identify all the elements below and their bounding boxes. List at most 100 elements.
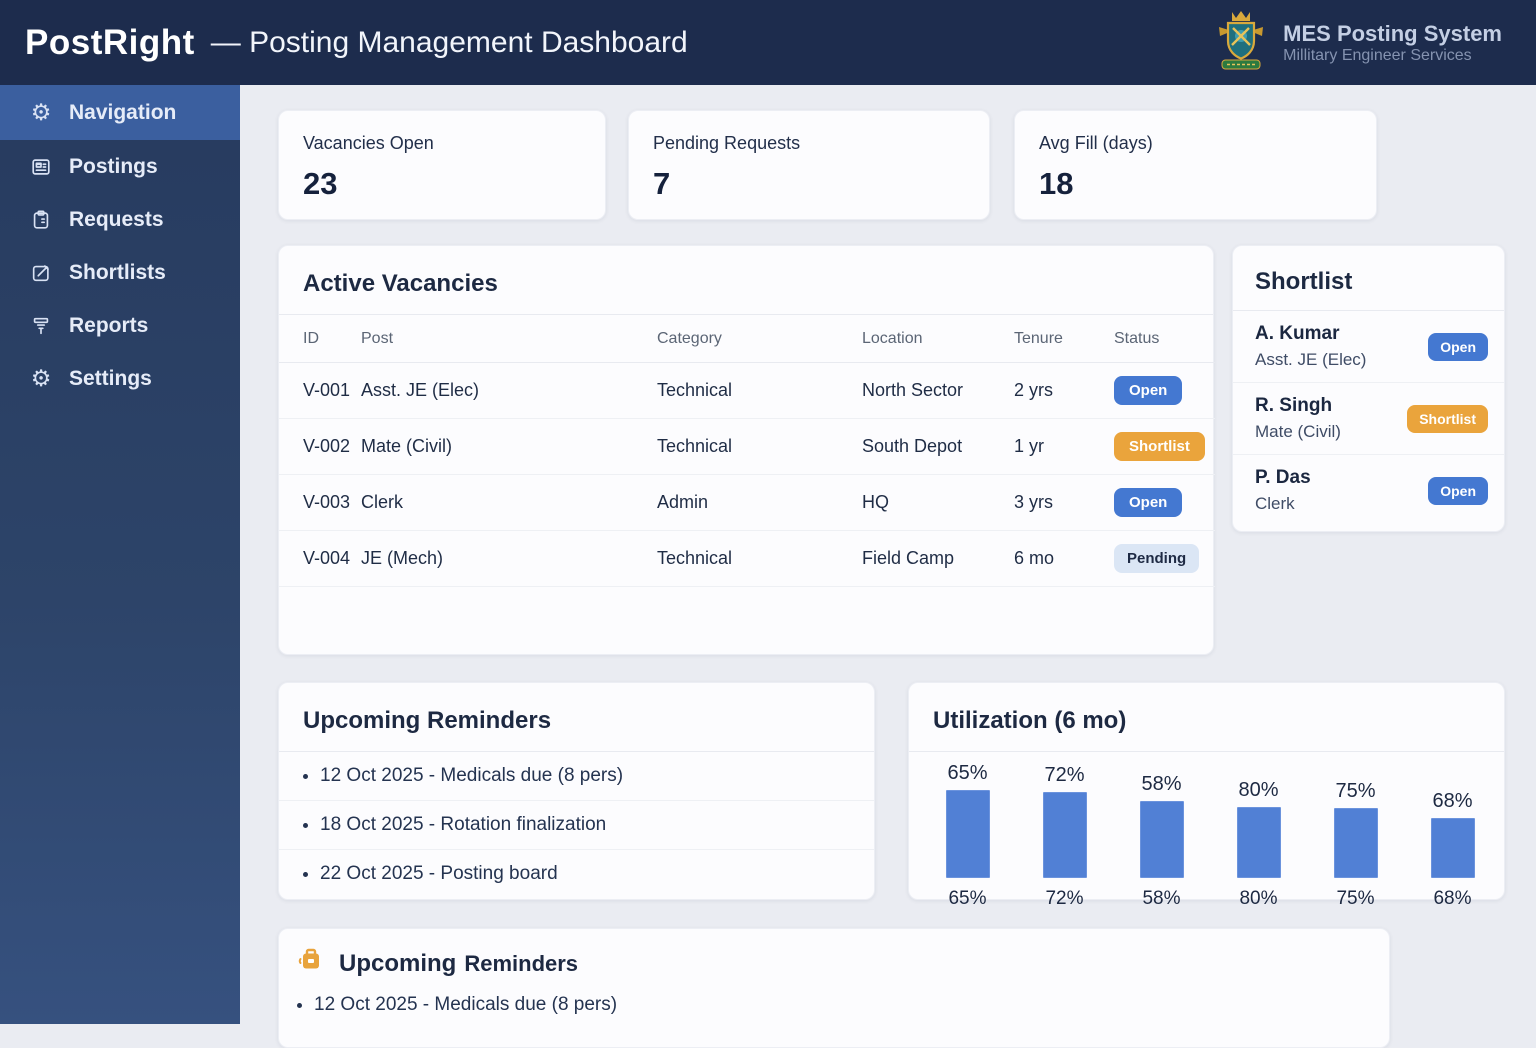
org-subtitle: Millitary Engineer Services [1283, 47, 1472, 65]
stats-row: Vacancies Open 23 Pending Requests 7 Avg… [278, 110, 1536, 220]
stat-value: 18 [1039, 166, 1074, 201]
utilization-bar [945, 790, 990, 878]
reminder-text: 12 Oct 2025 - Medicals due (8 pers) [314, 994, 618, 1015]
cell-tenure: 1 yr [1014, 418, 1114, 475]
shortlist-entry[interactable]: P. Das Clerk Open [1233, 455, 1504, 526]
pencil-square-icon [28, 262, 54, 284]
cell-post: Clerk [361, 474, 657, 531]
status-badge: Pending [1114, 544, 1200, 573]
bar-group: 58% 58% [1113, 760, 1210, 910]
clipboard-icon [28, 209, 54, 231]
sidebar-item-label: Requests [69, 207, 164, 231]
cell-id: V-003 [279, 474, 361, 531]
candidate-role: Clerk [1255, 494, 1295, 513]
candidate-name: R. Singh [1255, 395, 1333, 416]
utilization-bar [1236, 807, 1281, 878]
bar-axis-label: 80% [1239, 888, 1278, 909]
col-header-status: Status [1114, 315, 1215, 363]
document-icon [28, 156, 54, 178]
cell-id: V-004 [279, 530, 361, 587]
sidebar-item-navigation[interactable]: ⚙ Navigation [0, 85, 240, 140]
cell-category: Technical [657, 418, 862, 475]
stat-label: Vacancies Open [303, 133, 434, 153]
utilization-bar [1042, 792, 1087, 878]
cell-tenure: 3 yrs [1014, 474, 1114, 531]
gear-icon: ⚙ [30, 365, 52, 391]
cell-category: Technical [657, 530, 862, 587]
bar-value-label: 80% [1238, 779, 1279, 801]
sidebar-item-requests[interactable]: Requests [0, 193, 240, 246]
table-row[interactable]: V-001 Asst. JE (Elec) Technical North Se… [279, 362, 1215, 419]
table-row[interactable]: V-002 Mate (Civil) Technical South Depot… [279, 418, 1215, 475]
bar-group: 72% 72% [1016, 760, 1113, 910]
shortlist-button[interactable]: Shortlist [1407, 404, 1488, 433]
shortlist-entry[interactable]: R. Singh Mate (Civil) Shortlist [1233, 383, 1504, 455]
page-title: — Posting Management Dashboard [210, 25, 688, 59]
bar-value-label: 75% [1335, 780, 1376, 802]
active-vacancies-card: Active Vacancies ID Post Category Locati… [278, 245, 1215, 655]
sidebar-item-postings[interactable]: Postings [0, 140, 240, 193]
divider [279, 314, 1213, 315]
cell-tenure: 2 yrs [1014, 362, 1114, 419]
bar-group: 80% 80% [1210, 760, 1307, 910]
list-item: 12 Oct 2025 - Medicals due (8 pers) [279, 752, 874, 801]
list-item: 18 Oct 2025 - Rotation finalization [279, 801, 874, 850]
cell-post: Mate (Civil) [361, 418, 657, 475]
open-button[interactable]: Open [1428, 332, 1488, 361]
org-name: MES Posting System [1283, 20, 1502, 46]
col-header-post: Post [361, 315, 657, 363]
main-content: Vacancies Open 23 Pending Requests 7 Avg… [240, 85, 1536, 1048]
sidebar-item-reports[interactable]: Reports [0, 299, 240, 352]
cell-category: Admin [657, 474, 862, 531]
col-header-location: Location [862, 315, 1014, 363]
utilization-bar [1430, 818, 1475, 878]
sidebar-item-label: Settings [69, 366, 152, 390]
bar-axis-label: 68% [1433, 888, 1472, 909]
cell-location: HQ [862, 474, 1014, 531]
calendar-icon [297, 947, 325, 980]
bar-axis-label: 75% [1336, 888, 1375, 909]
app-logo-text: PostRight [25, 22, 195, 62]
vacancies-table: ID Post Category Location Tenure Status … [279, 315, 1215, 587]
table-row[interactable]: V-004 JE (Mech) Technical Field Camp 6 m… [279, 530, 1215, 587]
stat-value: 7 [653, 166, 671, 201]
active-vacancies-title: Active Vacancies [303, 270, 498, 297]
bar-axis-label: 58% [1142, 888, 1181, 909]
table-header-row: ID Post Category Location Tenure Status [279, 315, 1215, 363]
utilization-bar [1139, 801, 1184, 878]
divider [1233, 310, 1504, 311]
cell-location: Field Camp [862, 530, 1014, 587]
sidebar-item-label: Postings [69, 154, 158, 178]
bar-value-label: 68% [1432, 790, 1473, 812]
cell-location: North Sector [862, 362, 1014, 419]
org-branding: MES Posting System Millitary Engineer Se… [1215, 9, 1502, 76]
sidebar-item-label: Navigation [69, 100, 177, 124]
bar-group: 65% 65% [919, 760, 1016, 910]
list-item: 12 Oct 2025 - Medicals due (8 pers) [279, 990, 1389, 1026]
cell-post: JE (Mech) [361, 530, 657, 587]
col-header-category: Category [657, 315, 862, 363]
open-button[interactable]: Open [1428, 476, 1488, 505]
reminder-text: 22 Oct 2025 - Posting board [320, 863, 558, 884]
stat-label: Avg Fill (days) [1039, 133, 1153, 153]
reminder-text: 18 Oct 2025 - Rotation finalization [320, 814, 607, 835]
stat-card-vacancies-open: Vacancies Open 23 [278, 110, 606, 220]
shortlist-entry[interactable]: A. Kumar Asst. JE (Elec) Open [1233, 311, 1504, 383]
utilization-title: Utilization (6 mo) [933, 707, 1127, 734]
mes-crest-icon [1215, 9, 1267, 76]
upcoming-reminders-card: Upcoming Reminders 12 Oct 2025 - Medical… [278, 682, 875, 900]
divider [909, 751, 1504, 752]
cell-tenure: 6 mo [1014, 530, 1114, 587]
bullet-icon [303, 773, 308, 779]
sidebar-item-label: Reports [69, 313, 149, 337]
sidebar-item-settings[interactable]: ⚙ Settings [0, 352, 240, 405]
candidate-name: A. Kumar [1255, 323, 1340, 344]
bar-group: 75% 75% [1307, 760, 1404, 910]
cell-id: V-001 [279, 362, 361, 419]
table-row[interactable]: V-003 Clerk Admin HQ 3 yrs Open [279, 474, 1215, 531]
bar-value-label: 65% [947, 762, 988, 784]
utilization-chart-card: Utilization (6 mo) 65% 65% 72% 72% [908, 682, 1505, 909]
bar-axis-label: 72% [1045, 888, 1084, 909]
stat-label: Pending Requests [653, 133, 801, 153]
sidebar-item-shortlists[interactable]: Shortlists [0, 246, 240, 299]
